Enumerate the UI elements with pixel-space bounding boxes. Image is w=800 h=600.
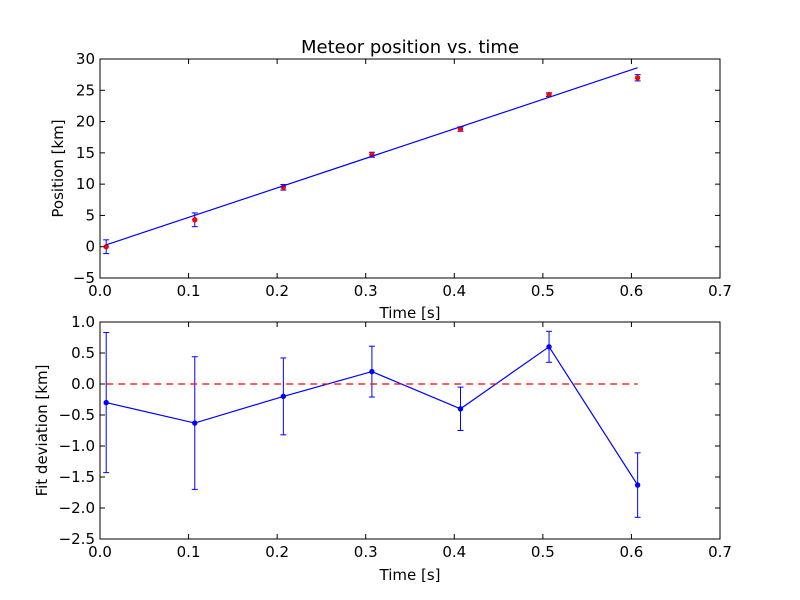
y-tick-label: −2.5 (59, 530, 95, 548)
data-point (546, 344, 552, 350)
y-tick-label: 30 (76, 50, 95, 68)
x-tick-label: 0.0 (88, 543, 112, 561)
data-point (369, 368, 375, 375)
x-axis-label: Time [s] (379, 566, 441, 584)
y-tick-label: 10 (76, 175, 95, 193)
data-point (103, 399, 109, 406)
y-tick-label: −1.0 (59, 437, 95, 455)
y-tick-label: 20 (76, 113, 95, 131)
position-x-axis: 0.0 0.1 0.2 0.3 0.4 0.5 0.6 0.7 (88, 59, 732, 300)
y-tick-label: −2.0 (59, 499, 95, 517)
x-tick-label: 0.6 (619, 282, 643, 300)
x-tick-label: 0.1 (177, 543, 201, 561)
x-tick-label: 0.5 (531, 282, 555, 300)
y-tick-label: 25 (76, 81, 95, 99)
x-axis-label: Time [s] (379, 304, 441, 322)
position-axes-frame (99, 58, 721, 279)
x-tick-label: 0.2 (265, 282, 289, 300)
y-tick-label: 15 (76, 144, 95, 162)
x-tick-label: 0.7 (708, 543, 732, 561)
position-chart: Meteor position vs. time 0.0 0.1 0.2 0.3 0.4… (49, 37, 732, 322)
x-tick-label: 0.1 (177, 282, 201, 300)
y-tick-label: −0.5 (59, 406, 95, 424)
x-tick-label: 0.3 (354, 282, 378, 300)
y-tick-label: 0.5 (71, 344, 95, 362)
y-axis-label: Fit deviation [km] (33, 365, 51, 497)
x-tick-label: 0.5 (531, 543, 555, 561)
data-point (192, 420, 198, 426)
chart-title: Meteor position vs. time (301, 37, 519, 58)
y-tick-label: 0.0 (71, 375, 95, 393)
data-point (280, 393, 287, 400)
data-point (457, 406, 464, 412)
y-axis-label: Position [km] (49, 119, 67, 217)
x-tick-label: 0.0 (88, 282, 112, 300)
position-plot-area (103, 67, 641, 255)
x-tick-label: 0.4 (442, 543, 466, 561)
deviation-y-axis: −2.5 −2.0 −1.5 −1.0 −0.5 0.0 0.5 1.0 (59, 313, 720, 548)
x-tick-label: 0.4 (442, 282, 466, 300)
deviation-axes-frame (99, 321, 721, 540)
deviation-plot-area (103, 330, 641, 518)
x-tick-label: 0.3 (354, 543, 378, 561)
y-tick-label: −1.5 (59, 468, 95, 486)
fit-line (106, 67, 638, 246)
deviation-chart: 0.0 0.1 0.2 0.3 0.4 0.5 0.6 0.7 −2.5 −2.0 −1.5 −1.… (33, 313, 732, 584)
data-point (634, 482, 641, 488)
y-tick-label: 5 (85, 206, 95, 224)
y-tick-label: −5 (73, 269, 95, 287)
data-point (634, 75, 641, 81)
x-tick-label: 0.6 (619, 543, 643, 561)
data-point (192, 217, 198, 223)
deviation-x-axis: 0.0 0.1 0.2 0.3 0.4 0.5 0.6 0.7 (88, 322, 732, 561)
x-tick-label: 0.7 (708, 282, 732, 300)
x-tick-label: 0.2 (265, 543, 289, 561)
position-y-axis: −5 0 5 10 15 20 25 30 (73, 50, 720, 287)
y-tick-label: 0 (85, 238, 95, 256)
y-tick-label: 1.0 (71, 313, 95, 331)
